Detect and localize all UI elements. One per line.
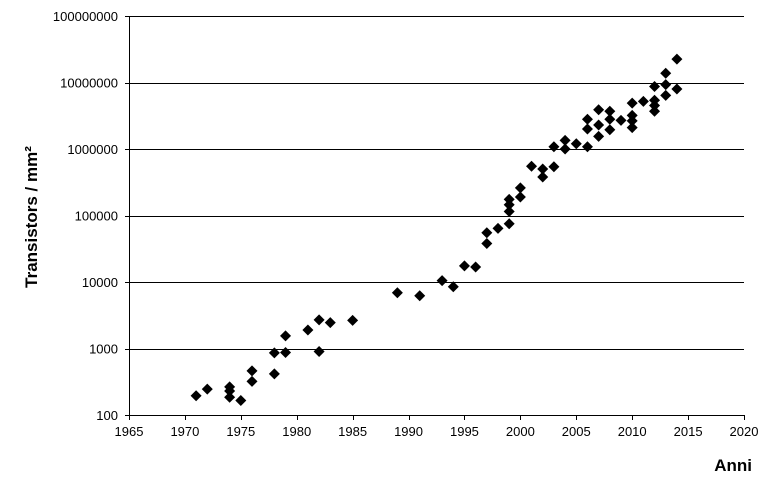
data-point (604, 113, 616, 125)
data-point (649, 81, 661, 93)
data-point (280, 330, 292, 342)
data-point (593, 130, 605, 142)
x-tick-label: 2020 (730, 424, 759, 439)
x-axis-title: Anni (714, 456, 752, 475)
data-point (660, 89, 672, 101)
data-point (503, 205, 515, 217)
data-point (224, 385, 236, 397)
x-tick-label: 2010 (618, 424, 647, 439)
data-point (514, 182, 526, 194)
data-point (581, 113, 593, 125)
x-tick-label: 1990 (394, 424, 423, 439)
data-point (671, 83, 683, 95)
data-point (280, 347, 292, 359)
data-point (224, 391, 236, 403)
data-point (470, 261, 482, 273)
data-point (190, 390, 202, 402)
data-point (615, 114, 627, 126)
data-point (559, 143, 571, 155)
data-point (649, 105, 661, 117)
data-point (581, 141, 593, 153)
data-point (537, 171, 549, 183)
data-point (559, 134, 571, 146)
data-point (324, 317, 336, 329)
data-point (503, 218, 515, 230)
data-point (268, 368, 280, 380)
gridlines (129, 16, 744, 416)
data-point (458, 260, 470, 272)
data-point (649, 100, 661, 112)
data-point (604, 105, 616, 117)
x-tick-label: 1965 (115, 424, 144, 439)
data-point (626, 97, 638, 109)
y-tick-label: 1000000 (67, 142, 118, 157)
data-point (548, 161, 560, 173)
data-point (492, 222, 504, 234)
axes (125, 16, 745, 420)
data-point (481, 227, 493, 239)
data-point (660, 79, 672, 91)
x-tick-label: 1980 (282, 424, 311, 439)
data-point (604, 124, 616, 136)
y-tick-label: 100 (96, 408, 118, 423)
data-point (447, 281, 459, 293)
data-point (660, 67, 672, 79)
data-point (637, 95, 649, 107)
data-point (593, 104, 605, 116)
data-point (302, 324, 314, 336)
data-point (570, 138, 582, 150)
y-tick-labels: 100 1000 10000 100000 1000000 10000000 1000000… (53, 9, 118, 423)
data-point (268, 347, 280, 359)
data-point (201, 383, 213, 395)
x-tick-label: 1970 (170, 424, 199, 439)
x-tick-label: 2015 (674, 424, 703, 439)
data-point (313, 346, 325, 358)
data-point (581, 123, 593, 135)
y-tick-label: 10000000 (60, 76, 118, 91)
data-point (626, 122, 638, 134)
data-point (313, 314, 325, 326)
x-tick-label: 2005 (562, 424, 591, 439)
data-point (246, 365, 258, 377)
y-tick-label: 100000000 (53, 9, 118, 24)
data-point (548, 141, 560, 153)
data-point (537, 163, 549, 175)
data-point (593, 119, 605, 131)
data-point (481, 237, 493, 249)
x-tick-label: 2000 (506, 424, 535, 439)
data-point (391, 287, 403, 299)
data-points (190, 53, 683, 407)
y-tick-label: 1000 (89, 342, 118, 357)
x-tick-label: 1985 (338, 424, 367, 439)
y-axis-title: Transistors / mm² (22, 146, 41, 288)
data-point (514, 191, 526, 203)
x-tick-label: 1995 (450, 424, 479, 439)
data-point (246, 375, 258, 387)
data-point (347, 314, 359, 326)
y-tick-label: 10000 (82, 275, 118, 290)
data-point (235, 395, 247, 407)
data-point (671, 53, 683, 65)
data-point (414, 290, 426, 302)
data-point (626, 115, 638, 127)
x-tick-labels: 1965 1970 1975 1980 1985 1990 1995 2000 2005 2010… (115, 424, 759, 439)
data-point (526, 160, 538, 172)
x-tick-label: 1975 (226, 424, 255, 439)
y-tick-label: 100000 (75, 209, 118, 224)
data-point (503, 199, 515, 211)
data-point (436, 275, 448, 287)
